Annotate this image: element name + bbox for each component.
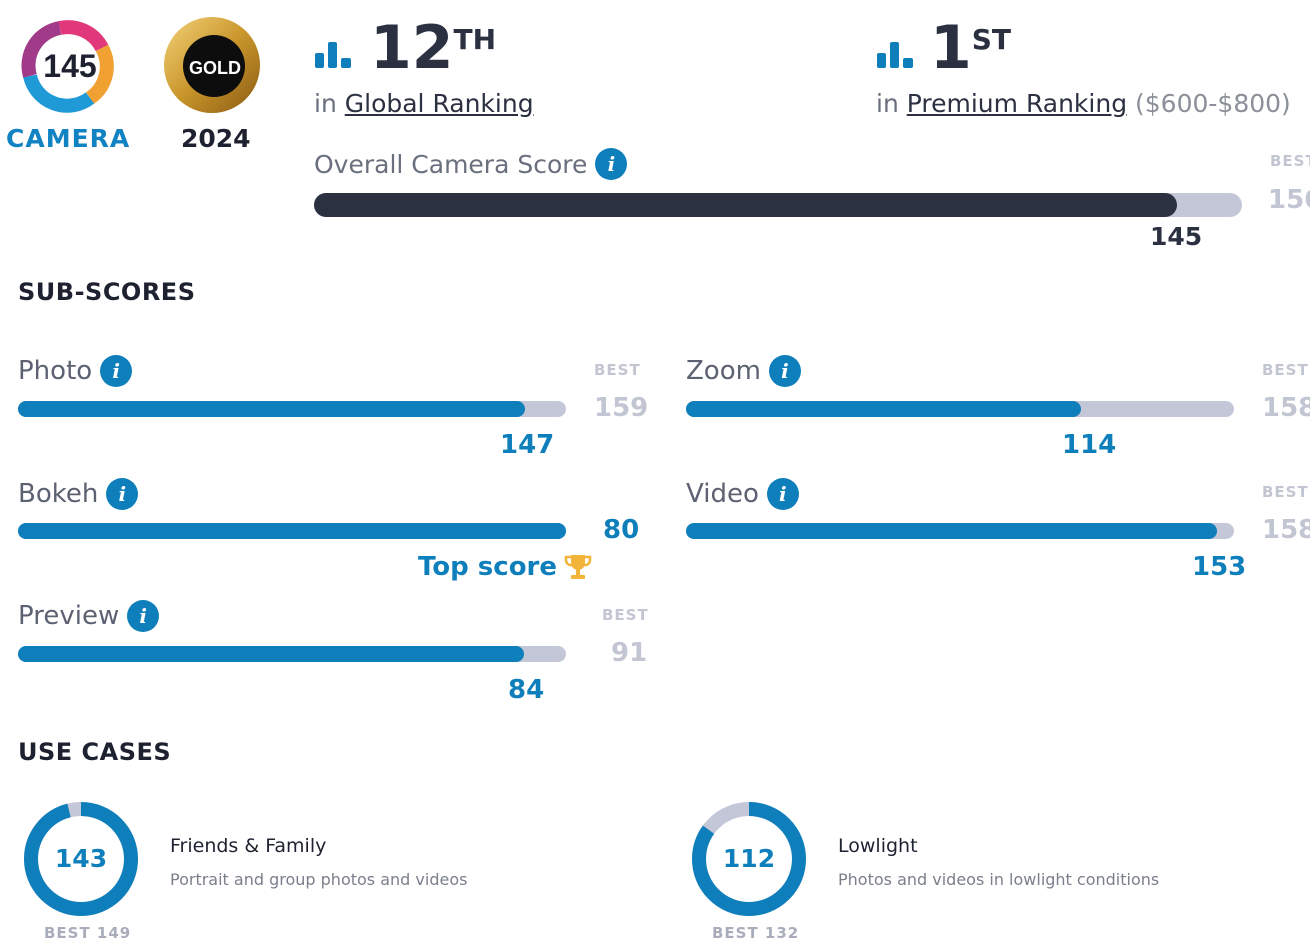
subscore-preview-value: 84 — [508, 675, 545, 705]
subscore-zoom-track — [686, 401, 1234, 417]
usecase-ring-lowlight-arc — [692, 802, 806, 916]
overall-score-label-row: Overall Camera Score i — [314, 148, 628, 180]
subscore-video-label: Video — [686, 479, 759, 509]
gold-badge: GOLD — [154, 10, 266, 118]
global-ranking-link[interactable]: Global Ranking — [344, 89, 534, 118]
usecase-ring-friends-arc — [24, 802, 138, 916]
subscore-zoom-value: 114 — [1062, 430, 1117, 460]
usecase-ring-friends[interactable]: 143 — [22, 800, 140, 922]
subscore-preview-track — [18, 646, 566, 662]
subscore-zoom-label-row: Zoom i — [686, 355, 801, 387]
premium-ranking: 1 ST — [876, 18, 1011, 78]
subscore-bokeh-track — [18, 523, 566, 539]
premium-rank-suffix: ST — [971, 23, 1012, 56]
overall-score-value: 145 — [1150, 222, 1203, 251]
ranking-bars-icon — [877, 42, 913, 68]
overall-score-label: Overall Camera Score — [314, 149, 588, 179]
usecases-title: USE CASES — [18, 738, 172, 766]
global-ranking-prefix: in — [314, 89, 337, 118]
subscore-photo-label: Photo — [18, 356, 93, 386]
premium-rank-number: 1 — [930, 13, 972, 83]
subscore-bokeh-label: Bokeh — [18, 479, 99, 509]
subscore-preview-best-label: BEST — [602, 606, 649, 624]
subscore-preview-label: Preview — [18, 601, 120, 631]
badge-year: 2024 — [181, 124, 251, 153]
usecase-friends-name[interactable]: Friends & Family — [170, 835, 327, 857]
subscore-photo-best-label: BEST — [594, 361, 641, 379]
ranking-bars-icon — [315, 42, 351, 68]
subscore-video-fill — [686, 523, 1217, 539]
camera-badge-ring-icon: 145 — [21, 20, 114, 113]
trophy-icon — [564, 555, 592, 579]
subscore-bokeh-value: 80 — [603, 515, 640, 545]
global-rank-number: 12 — [370, 13, 454, 83]
subscore-photo-value: 147 — [500, 430, 555, 460]
subscore-photo-fill — [18, 401, 525, 417]
usecase-friends-desc: Portrait and group photos and videos — [170, 870, 468, 889]
premium-ranking-link[interactable]: Premium Ranking — [906, 89, 1128, 118]
info-icon[interactable]: i — [100, 355, 133, 387]
global-ranking: 12 TH — [314, 18, 496, 78]
premium-price-range: ($600-$800) — [1135, 89, 1291, 118]
usecase-ring-lowlight[interactable]: 112 — [690, 800, 808, 922]
usecase-ring-friends-svg — [24, 802, 138, 916]
subscore-zoom-best-label: BEST — [1262, 361, 1309, 379]
info-icon[interactable]: i — [766, 478, 799, 510]
camera-score-badge: 145 — [10, 10, 122, 118]
gold-badge-label: GOLD — [189, 58, 241, 78]
subscore-preview-label-row: Preview i — [18, 600, 160, 632]
camera-badge-label: CAMERA — [6, 124, 131, 153]
premium-ranking-line: in Premium Ranking ($600-$800) — [876, 89, 1291, 118]
usecase-ring-lowlight-svg — [692, 802, 806, 916]
subscore-video-label-row: Video i — [686, 478, 799, 510]
subscore-bokeh-label-row: Bokeh i — [18, 478, 139, 510]
info-icon[interactable]: i — [106, 478, 139, 510]
usecase-lowlight-best: BEST 132 — [712, 924, 800, 942]
subscores-title: SUB-SCORES — [18, 278, 196, 306]
camera-badge-score: 145 — [43, 48, 96, 84]
subscore-zoom-fill — [686, 401, 1082, 417]
usecase-friends-best: BEST 149 — [44, 924, 132, 942]
subscore-preview-fill — [18, 646, 524, 662]
subscore-video-best-label: BEST — [1262, 483, 1309, 501]
subscore-photo-label-row: Photo i — [18, 355, 133, 387]
top-score-badge: Top score — [418, 552, 593, 582]
top-score-label: Top score — [418, 552, 558, 582]
subscore-bokeh-fill — [18, 523, 566, 539]
premium-ranking-prefix: in — [876, 89, 899, 118]
subscore-video-value: 153 — [1192, 552, 1247, 582]
overall-score-track — [314, 193, 1242, 217]
global-ranking-line: in Global Ranking — [314, 89, 534, 118]
subscore-zoom-best: 158 — [1262, 393, 1310, 423]
subscore-video-best: 158 — [1262, 515, 1310, 545]
info-icon[interactable]: i — [768, 355, 801, 387]
subscore-video-track — [686, 523, 1234, 539]
subscore-photo-best: 159 — [594, 393, 649, 423]
overall-best-label: BEST — [1270, 152, 1310, 170]
usecase-friends-score: 143 — [54, 844, 108, 873]
gold-medal-icon: GOLD — [164, 17, 260, 113]
global-rank-suffix: TH — [453, 23, 497, 56]
info-icon[interactable]: i — [595, 148, 628, 180]
overall-best-value: 156 — [1268, 185, 1310, 215]
usecase-lowlight-desc: Photos and videos in lowlight conditions — [838, 870, 1160, 889]
usecase-lowlight-score: 112 — [722, 844, 776, 873]
subscore-photo-track — [18, 401, 566, 417]
overall-score-fill — [314, 193, 1177, 217]
usecase-lowlight-name[interactable]: Lowlight — [838, 835, 918, 857]
info-icon[interactable]: i — [127, 600, 160, 632]
subscore-zoom-label: Zoom — [686, 356, 761, 386]
subscore-preview-best: 91 — [611, 638, 648, 668]
